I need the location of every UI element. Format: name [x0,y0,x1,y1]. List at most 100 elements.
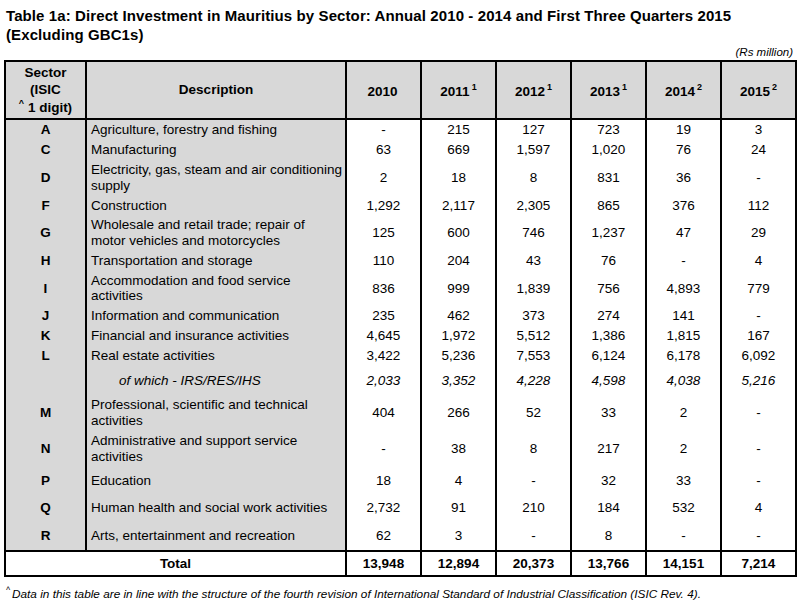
table-row: AAgriculture, forestry and fishing-21512… [5,119,796,140]
sector-header-line1: Sector (ISIC [24,65,66,96]
column-header-2011: 20111 [421,61,496,119]
value-cell: - [646,251,721,271]
value-cell: 1,815 [646,326,721,346]
value-cell: 91 [421,494,496,522]
value-cell: 167 [721,326,796,346]
value-cell: 1,237 [571,215,646,251]
table-row: QHuman health and social work activities… [5,494,796,522]
value-cell: 63 [346,140,421,160]
value-cell: 4,598 [571,366,646,396]
sector-code: C [5,140,86,160]
value-cell: 2,305 [496,196,571,216]
sector-description: Financial and insurance activities [86,326,346,346]
value-cell: 1,020 [571,140,646,160]
sector-code: N [5,431,86,467]
value-cell: 62 [346,522,421,551]
sector-code: Q [5,494,86,522]
value-cell: 373 [496,306,571,326]
value-cell: 6,178 [646,346,721,366]
column-header-sector: Sector (ISIC ^ 1 digit) [5,61,86,119]
value-cell: 43 [496,251,571,271]
value-cell: 184 [571,494,646,522]
value-cell: 141 [646,306,721,326]
sector-description: Human health and social work activities [86,494,346,522]
total-label: Total [5,551,346,576]
value-cell: 4,038 [646,366,721,396]
value-cell: 29 [721,215,796,251]
sector-description: Professional, scientific and technical a… [86,395,346,431]
sector-code: D [5,160,86,196]
column-header-2013: 20131 [571,61,646,119]
table-row: of which - IRS/RES/IHS2,0333,3524,2284,5… [5,366,796,396]
value-cell: 47 [646,215,721,251]
value-cell: 1,972 [421,326,496,346]
value-cell: 18 [421,160,496,196]
table-row: RArts, entertainment and recreation623-8… [5,522,796,551]
value-cell: 5,512 [496,326,571,346]
table-row: IAccommodation and food service activiti… [5,271,796,307]
value-cell: 600 [421,215,496,251]
sector-description: Information and communication [86,306,346,326]
value-cell: 38 [421,431,496,467]
value-cell: 52 [496,395,571,431]
value-cell: 110 [346,251,421,271]
table-row: PEducation184-3233- [5,467,796,495]
table-title-line2: (Excluding GBC1s) [6,26,144,43]
value-cell: 5,216 [721,366,796,396]
value-cell: 376 [646,196,721,216]
value-cell: 76 [646,140,721,160]
sector-description: Agriculture, forestry and fishing [86,119,346,140]
value-cell: 8 [571,522,646,551]
value-cell: 8 [496,160,571,196]
value-cell: 2 [646,431,721,467]
value-cell: 4,228 [496,366,571,396]
value-cell: 1,839 [496,271,571,307]
value-cell: 1,292 [346,196,421,216]
value-cell: - [646,522,721,551]
document-page: Table 1a: Direct Investment in Mauritius… [0,0,800,600]
value-cell: - [721,431,796,467]
value-cell: - [721,467,796,495]
value-cell: 19 [646,119,721,140]
value-cell: 404 [346,395,421,431]
table-row: NAdministrative and support service acti… [5,431,796,467]
total-value-2013: 13,766 [571,551,646,576]
value-cell: 4 [721,251,796,271]
value-cell: 5,236 [421,346,496,366]
total-value-2014: 14,151 [646,551,721,576]
value-cell: 3,422 [346,346,421,366]
value-cell: - [496,467,571,495]
value-cell: 669 [421,140,496,160]
sector-code: L [5,346,86,366]
value-cell: 999 [421,271,496,307]
value-cell: - [721,306,796,326]
value-cell: 836 [346,271,421,307]
table-row: FConstruction1,2922,1172,305865376112 [5,196,796,216]
value-cell: - [346,119,421,140]
value-cell: 746 [496,215,571,251]
value-cell: 4 [721,494,796,522]
value-cell: 76 [571,251,646,271]
value-cell: 24 [721,140,796,160]
value-cell: - [721,395,796,431]
sector-code: A [5,119,86,140]
sector-description: Real estate activities [86,346,346,366]
value-cell: 127 [496,119,571,140]
sector-code: J [5,306,86,326]
value-cell: 8 [496,431,571,467]
value-cell: - [496,522,571,551]
sector-description: Electricity, gas, steam and air conditio… [86,160,346,196]
table-title-line1: Table 1a: Direct Investment in Mauritius… [6,7,731,24]
value-cell: 2,033 [346,366,421,396]
value-cell: 33 [646,467,721,495]
table-row: GWholesale and retail trade; repair of m… [5,215,796,251]
value-cell: 723 [571,119,646,140]
value-cell: 274 [571,306,646,326]
value-cell: 210 [496,494,571,522]
value-cell: 4,645 [346,326,421,346]
sector-description: Accommodation and food service activitie… [86,271,346,307]
footnote-marker: ^ [6,585,10,595]
table-title: Table 1a: Direct Investment in Mauritius… [6,6,796,44]
sector-code: K [5,326,86,346]
sector-code: G [5,215,86,251]
